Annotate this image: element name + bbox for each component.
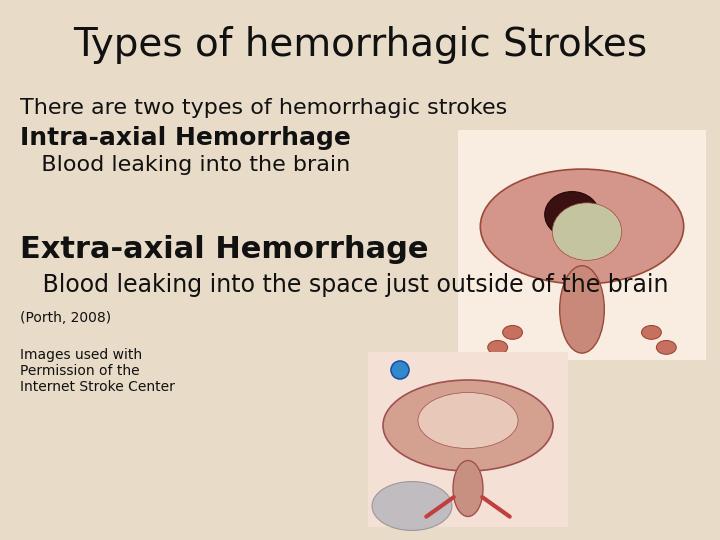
Text: Images used with: Images used with [20, 348, 142, 362]
Bar [368, 352, 568, 527]
Ellipse shape [453, 461, 483, 516]
FancyArrowPatch shape [426, 497, 454, 517]
Ellipse shape [480, 169, 684, 284]
Ellipse shape [552, 203, 622, 260]
Text: Internet Stroke Center: Internet Stroke Center [20, 380, 175, 394]
Circle shape [391, 361, 409, 379]
Ellipse shape [487, 341, 508, 354]
Ellipse shape [642, 326, 662, 339]
Ellipse shape [657, 341, 676, 354]
Ellipse shape [383, 380, 553, 471]
Ellipse shape [372, 482, 452, 530]
Text: Blood leaking into the brain: Blood leaking into the brain [20, 155, 350, 175]
Text: Types of hemorrhagic Strokes: Types of hemorrhagic Strokes [73, 26, 647, 64]
Ellipse shape [545, 192, 599, 238]
Text: Permission of the: Permission of the [20, 364, 140, 378]
Text: Intra-axial Hemorrhage: Intra-axial Hemorrhage [20, 126, 351, 150]
Bar [458, 130, 706, 360]
Text: Extra-axial Hemorrhage: Extra-axial Hemorrhage [20, 235, 428, 265]
Ellipse shape [503, 326, 523, 339]
Text: (Porth, 2008): (Porth, 2008) [20, 311, 111, 325]
Text: Blood leaking into the space just outside of the brain: Blood leaking into the space just outsid… [20, 273, 668, 297]
Ellipse shape [559, 266, 604, 353]
Text: There are two types of hemorrhagic strokes: There are two types of hemorrhagic strok… [20, 98, 508, 118]
FancyArrowPatch shape [482, 497, 510, 517]
Ellipse shape [418, 393, 518, 449]
